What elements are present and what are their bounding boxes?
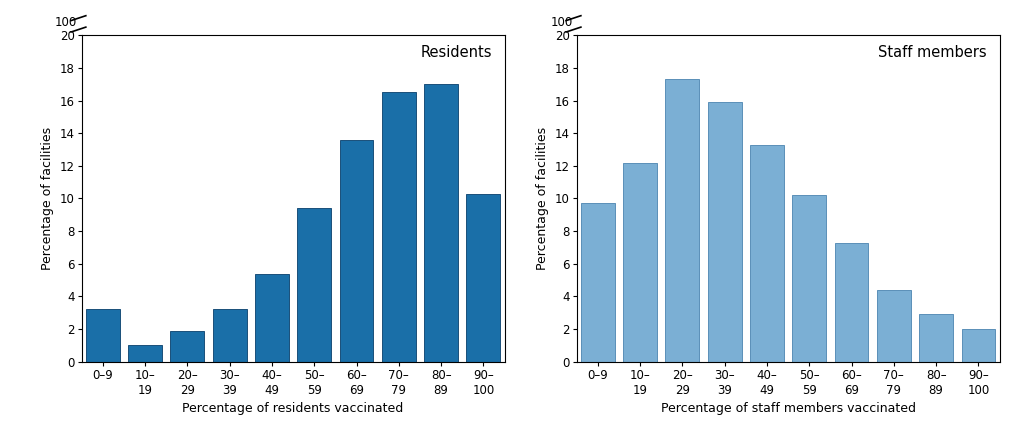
Bar [623, 163, 656, 362]
Bar [381, 92, 416, 362]
Text: Residents: Residents [420, 45, 491, 60]
Bar [213, 310, 247, 362]
Text: 100: 100 [549, 16, 572, 29]
Bar [255, 273, 288, 362]
Text: 100: 100 [55, 16, 77, 29]
Bar [297, 208, 331, 362]
X-axis label: Percentage of residents vaccinated: Percentage of residents vaccinated [182, 402, 404, 415]
Bar [792, 195, 825, 362]
X-axis label: Percentage of staff members vaccinated: Percentage of staff members vaccinated [660, 402, 915, 415]
Bar [466, 194, 499, 362]
Bar [749, 145, 784, 362]
Bar [707, 102, 741, 362]
Bar [581, 203, 614, 362]
Y-axis label: Percentage of facilities: Percentage of facilities [41, 127, 54, 270]
Bar [664, 79, 699, 362]
Bar [424, 84, 458, 362]
Bar [86, 310, 119, 362]
Bar [339, 140, 373, 362]
Bar [834, 243, 867, 362]
Bar [961, 329, 995, 362]
Y-axis label: Percentage of facilities: Percentage of facilities [536, 127, 548, 270]
Bar [876, 290, 910, 362]
Bar [128, 345, 162, 362]
Text: Staff members: Staff members [877, 45, 986, 60]
Bar [170, 331, 204, 362]
Bar [918, 314, 952, 362]
